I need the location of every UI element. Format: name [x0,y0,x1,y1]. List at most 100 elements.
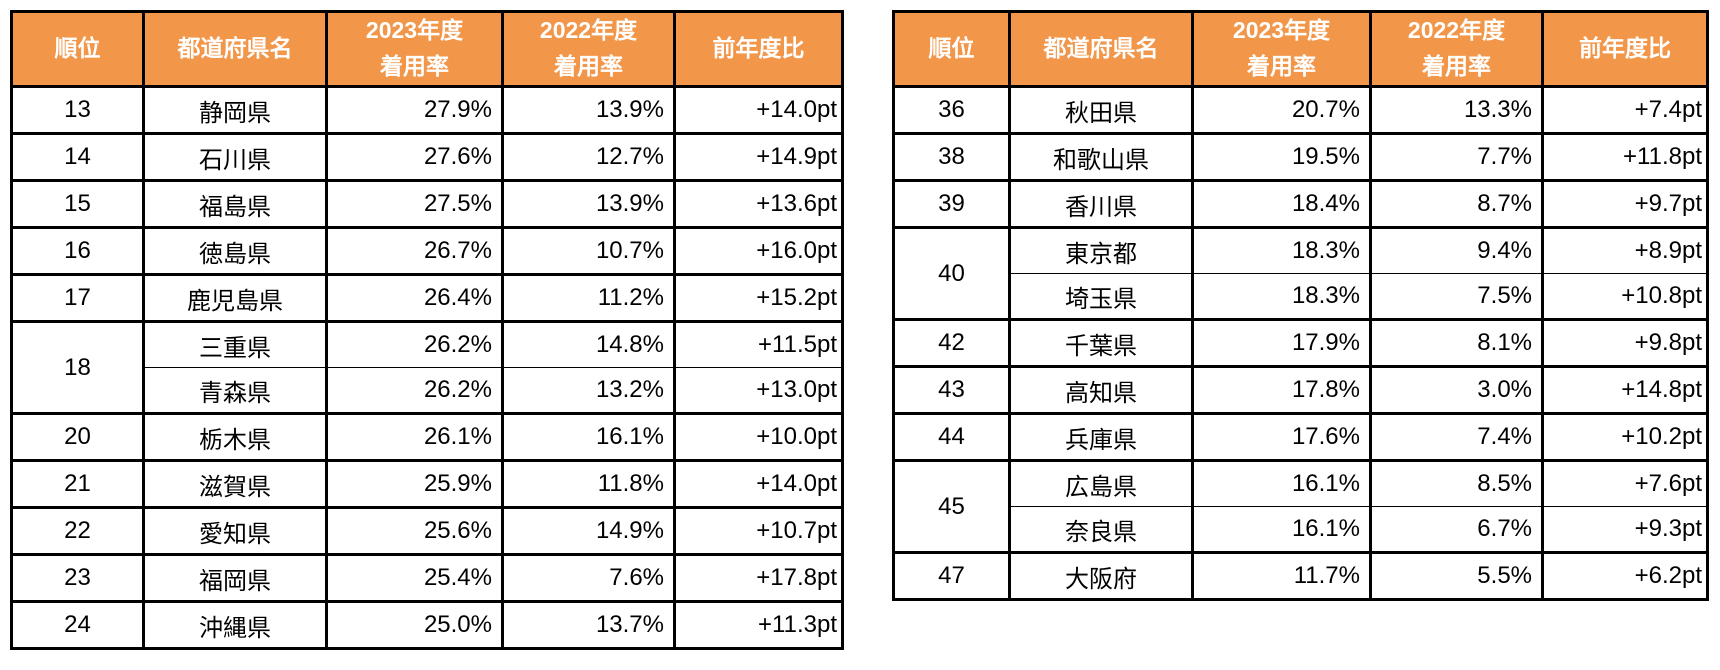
prefecture-cell: 栃木県 [142,412,328,462]
rank-cell: 47 [892,551,1011,601]
rate-2023-cell: 18.3% [1191,273,1372,321]
rank-cell: 38 [892,132,1011,182]
rank-cell: 21 [10,459,145,509]
rank-cell: 15 [10,179,145,229]
rate-2023-cell: 26.7% [325,226,504,276]
table-header: 順位 都道府県名 2023年度 着用率 2022年度 着用率 前年度比 [10,10,844,88]
table-row: 36 秋田県 20.7% 13.3% +7.4pt [892,85,1709,135]
prefecture-cell: 奈良県 [1008,506,1194,554]
rate-2023-cell: 26.2% [325,367,504,415]
table-row: 45 広島県 16.1% 8.5% +7.6pt [892,459,1709,553]
page-content: 順位 都道府県名 2023年度 着用率 2022年度 着用率 前年度比 13 静岡県 2… [10,10,1709,650]
rank-cell: 24 [10,600,145,650]
yoy-cell: +10.8pt [1541,273,1709,321]
yoy-cell: +11.3pt [673,600,844,650]
rate-2022-cell: 13.9% [501,85,676,135]
yoy-cell: +14.0pt [673,459,844,509]
ranking-table-right: 順位 都道府県名 2023年度 着用率 2022年度 着用率 前年度比 36 秋田県 2… [892,10,1709,601]
rate-2022-cell: 10.7% [501,226,676,276]
yoy-cell: +17.8pt [673,553,844,603]
rank-cell: 22 [10,506,145,556]
rate-2022-cell: 6.7% [1369,506,1544,554]
rate-2023-cell: 16.1% [1191,506,1372,554]
rate-2023-cell: 25.0% [325,600,504,650]
table-row: 奈良県 16.1% 6.7% +9.3pt [894,506,1709,554]
rate-2022-cell: 16.1% [501,412,676,462]
rank-cell: 43 [892,365,1011,415]
rate-2022-cell: 7.7% [1369,132,1544,182]
rate-2022-cell: 7.6% [501,553,676,603]
table-row: 22 愛知県 25.6% 14.9% +10.7pt [10,506,844,556]
rate-2023-cell: 26.2% [325,320,504,368]
header-rate-2022: 2022年度 着用率 [1369,10,1544,88]
rate-2023-cell: 20.7% [1191,85,1372,135]
yoy-cell: +10.0pt [673,412,844,462]
rate-2023-cell: 16.1% [1191,459,1372,507]
yoy-cell: +9.8pt [1541,318,1709,368]
table-row: 18 三重県 26.2% 14.8% +11.5pt [10,320,844,414]
table-row: 24 沖縄県 25.0% 13.7% +11.3pt [10,600,844,650]
rate-2022-cell: 13.3% [1369,85,1544,135]
rate-2023-cell: 18.4% [1191,179,1372,229]
prefecture-cell: 大阪府 [1008,551,1194,601]
rate-2023-cell: 27.5% [325,179,504,229]
header-yoy: 前年度比 [673,10,844,88]
rate-2022-cell: 13.9% [501,179,676,229]
header-rate-2023: 2023年度 着用率 [325,10,504,88]
rank-cell: 17 [10,273,145,323]
yoy-cell: +10.2pt [1541,412,1709,462]
prefecture-cell: 静岡県 [142,85,328,135]
rate-2022-cell: 14.8% [501,320,676,368]
table-row: 23 福岡県 25.4% 7.6% +17.8pt [10,553,844,603]
rate-2022-cell: 8.5% [1369,459,1544,507]
rate-2022-cell: 8.7% [1369,179,1544,229]
rate-2022-cell: 13.7% [501,600,676,650]
rate-2022-cell: 14.9% [501,506,676,556]
yoy-cell: +14.8pt [1541,365,1709,415]
prefecture-cell: 徳島県 [142,226,328,276]
prefecture-cell: 高知県 [1008,365,1194,415]
rate-2022-cell: 11.2% [501,273,676,323]
header-rate-2023: 2023年度 着用率 [1191,10,1372,88]
rate-2022-cell: 8.1% [1369,318,1544,368]
table-row: 17 鹿児島県 26.4% 11.2% +15.2pt [10,273,844,323]
ranking-table-left: 順位 都道府県名 2023年度 着用率 2022年度 着用率 前年度比 13 静岡県 2… [10,10,844,650]
table-header: 順位 都道府県名 2023年度 着用率 2022年度 着用率 前年度比 [892,10,1709,88]
rank-cell: 36 [892,85,1011,135]
rate-2023-cell: 17.6% [1191,412,1372,462]
rate-2023-cell: 27.9% [325,85,504,135]
rate-2022-cell: 3.0% [1369,365,1544,415]
rank-cell: 14 [10,132,145,182]
rate-2023-cell: 18.3% [1191,226,1372,274]
yoy-cell: +11.5pt [673,320,844,368]
rate-2023-cell: 17.9% [1191,318,1372,368]
table-row: 21 滋賀県 25.9% 11.8% +14.0pt [10,459,844,509]
prefecture-cell: 東京都 [1008,226,1194,274]
prefecture-cell: 沖縄県 [142,600,328,650]
rate-2023-cell: 17.8% [1191,365,1372,415]
yoy-cell: +9.3pt [1541,506,1709,554]
prefecture-cell: 滋賀県 [142,459,328,509]
rank-cell: 23 [10,553,145,603]
rank-cell: 45 [892,459,1011,553]
header-yoy: 前年度比 [1541,10,1709,88]
rate-2022-cell: 7.5% [1369,273,1544,321]
table-body: 36 秋田県 20.7% 13.3% +7.4pt 38 和歌山県 19.5% 7.7% +11.… [892,85,1709,601]
table-row: 47 大阪府 11.7% 5.5% +6.2pt [892,551,1709,601]
table-row: 16 徳島県 26.7% 10.7% +16.0pt [10,226,844,276]
table-row: 15 福島県 27.5% 13.9% +13.6pt [10,179,844,229]
header-rate-2022: 2022年度 着用率 [501,10,676,88]
header-prefecture: 都道府県名 [142,10,328,88]
table-row: 埼玉県 18.3% 7.5% +10.8pt [894,273,1709,321]
rank-cell: 42 [892,318,1011,368]
yoy-cell: +13.6pt [673,179,844,229]
rate-2023-cell: 19.5% [1191,132,1372,182]
prefecture-cell: 和歌山県 [1008,132,1194,182]
prefecture-cell: 広島県 [1008,459,1194,507]
table-row: 39 香川県 18.4% 8.7% +9.7pt [892,179,1709,229]
yoy-cell: +7.4pt [1541,85,1709,135]
prefecture-cell: 福岡県 [142,553,328,603]
rate-2022-cell: 12.7% [501,132,676,182]
rate-2023-cell: 26.1% [325,412,504,462]
rank-cell: 13 [10,85,145,135]
